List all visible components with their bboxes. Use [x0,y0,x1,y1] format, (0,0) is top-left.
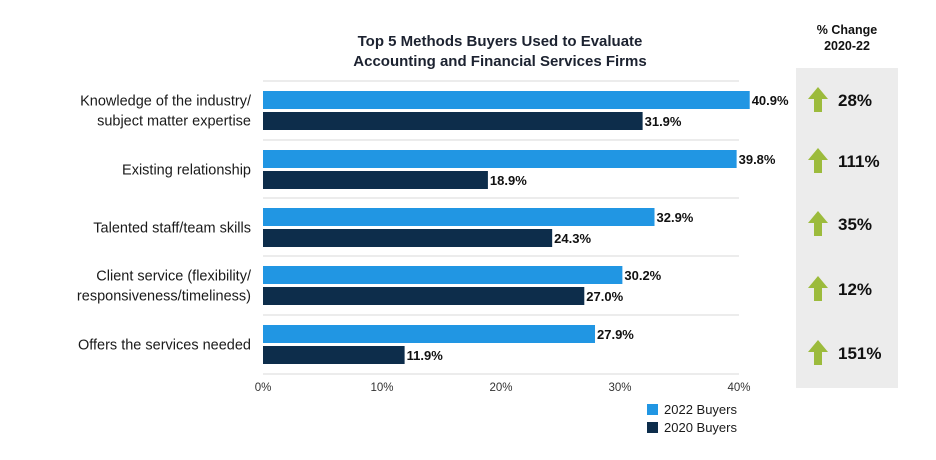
bar [263,171,488,189]
data-label: 32.9% [657,210,694,225]
bar [263,150,737,168]
up-arrow-icon [808,87,828,112]
change-panel: % Change 2020-22 28% 111% 35% 12% 151% [796,23,898,388]
category-label: Talented staff/team skills [93,221,251,237]
grid [263,80,739,375]
change-header: % Change [817,23,877,37]
bar [263,287,585,305]
chart-title-line: Accounting and Financial Services Firms [353,53,646,70]
category-label: Client service (flexibility/ [96,269,252,285]
legend-label: 2022 Buyers [664,402,737,417]
data-label: 30.2% [624,268,661,283]
change-value: 111% [838,152,880,171]
category-label: Existing relationship [122,163,251,179]
category-label: Knowledge of the industry/ [80,94,252,110]
legend-label: 2020 Buyers [664,420,737,435]
data-label: 27.9% [597,327,634,342]
bar [263,91,750,109]
bars [263,91,750,364]
data-label: 24.3% [554,231,591,246]
bar [263,112,643,130]
change-value: 35% [838,215,872,234]
change-panel-background [796,68,898,388]
bar [263,325,596,343]
x-tick-label: 20% [489,382,512,394]
data-label: 11.9% [407,348,444,363]
bar [263,266,623,284]
legend-swatch [647,404,658,415]
legend-swatch [647,422,658,433]
x-tick-label: 40% [727,382,750,394]
x-tick-label: 10% [370,382,393,394]
x-tick-label: 0% [255,382,272,394]
x-tick-label: 30% [608,382,631,394]
up-arrow-icon [808,340,828,365]
data-label: 18.9% [490,173,527,188]
x-axis-ticks: 0% 10% 20% 30% 40% [255,382,751,394]
change-value: 28% [838,91,872,110]
category-label: Offers the services needed [78,338,251,354]
chart-title-line: Top 5 Methods Buyers Used to Evaluate [358,33,643,50]
change-value: 12% [838,280,872,299]
up-arrow-icon [808,211,828,236]
change-value: 151% [838,344,881,363]
up-arrow-icon [808,276,828,301]
bar [263,346,405,364]
chart-title: Top 5 Methods Buyers Used to Evaluate Acc… [353,33,646,70]
data-label: 31.9% [645,114,682,129]
category-label: responsiveness/timeliness) [77,289,251,305]
data-labels: 40.9% 39.8% 32.9% 30.2% 27.9% 31.9% 18.9% 24.3%… [407,93,789,363]
change-header: 2020-22 [824,39,870,53]
data-label: 40.9% [752,93,789,108]
data-label: 27.0% [586,289,623,304]
category-label: subject matter expertise [97,114,251,130]
category-labels: Knowledge of the industry/subject matter… [77,94,252,354]
bar [263,208,655,226]
up-arrow-icon [808,148,828,173]
data-label: 39.8% [739,152,776,167]
bar [263,229,553,247]
legend: 2022 Buyers 2020 Buyers [647,402,737,435]
